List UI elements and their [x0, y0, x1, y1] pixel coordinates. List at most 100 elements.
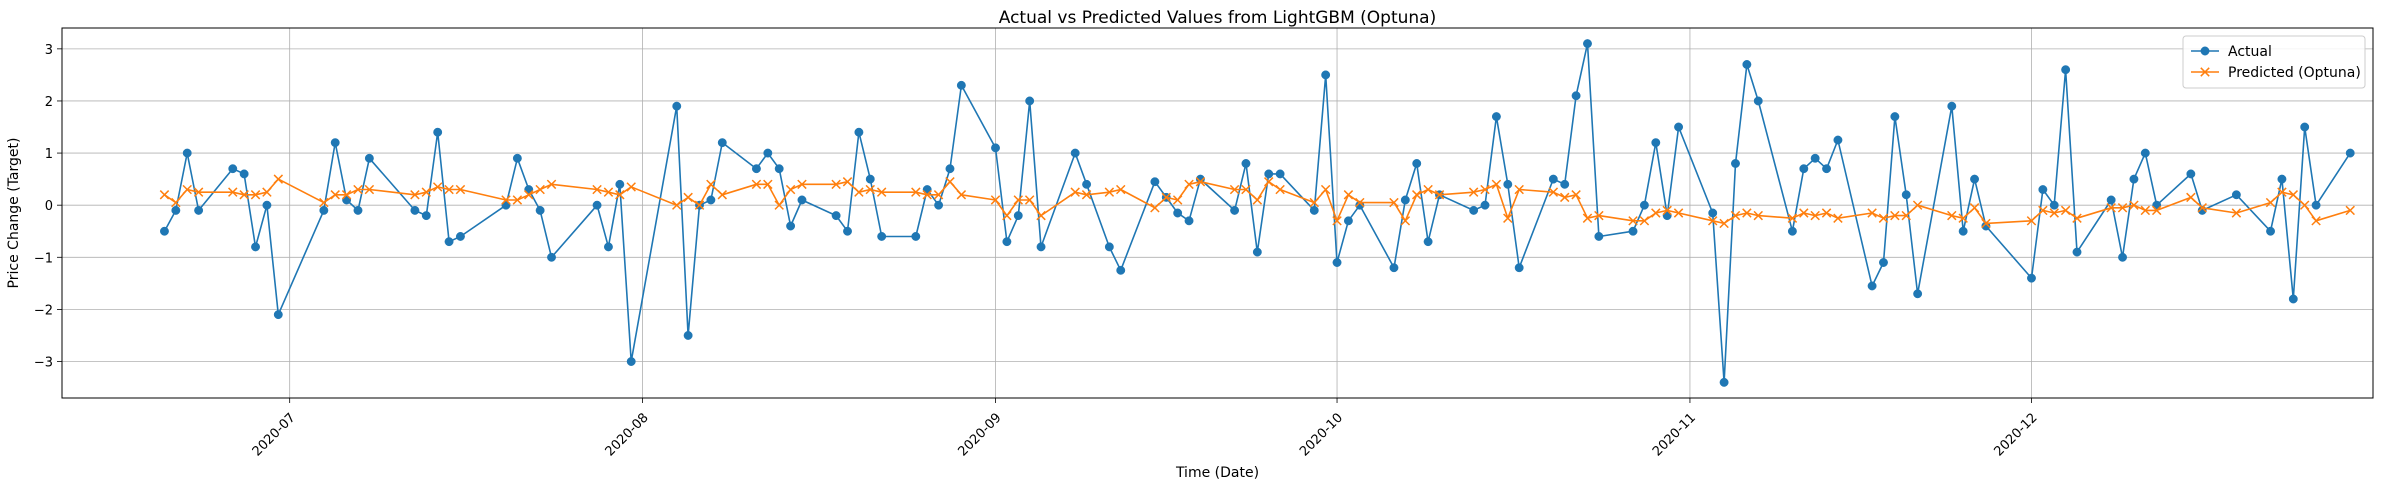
data-point — [786, 221, 796, 231]
data-point — [2026, 216, 2037, 226]
data-point — [1514, 184, 1524, 195]
data-point — [1503, 213, 1513, 223]
data-point — [159, 190, 170, 200]
data-point — [524, 190, 534, 200]
data-point — [1969, 203, 1980, 213]
data-point — [1491, 112, 1501, 122]
data-point — [1514, 263, 1524, 273]
data-point — [1719, 218, 1729, 229]
data-point — [262, 200, 272, 210]
data-point — [160, 226, 169, 236]
data-point — [694, 200, 705, 210]
data-point — [1707, 216, 1718, 226]
y-tick-label: 2 — [45, 95, 53, 110]
data-point — [956, 190, 967, 200]
x-axis-title: Time (Date) — [1175, 465, 1259, 481]
grid-lines — [62, 28, 2373, 398]
data-point — [2311, 216, 2321, 226]
data-point — [2118, 252, 2127, 262]
data-point — [2129, 174, 2139, 184]
data-point — [1480, 200, 1490, 210]
data-point — [1958, 213, 1968, 223]
data-point — [1434, 190, 1445, 200]
data-point — [2186, 192, 2196, 203]
data-point — [945, 177, 955, 187]
data-point — [922, 190, 932, 200]
data-point — [535, 205, 545, 215]
data-point — [2038, 185, 2048, 194]
series-line — [164, 178, 2351, 225]
data-point — [410, 190, 420, 200]
data-point — [1594, 210, 1604, 221]
data-point — [1161, 192, 1172, 203]
data-point — [2311, 200, 2321, 210]
data-point — [547, 252, 556, 262]
data-point — [1104, 187, 1115, 197]
data-point — [1115, 184, 1126, 195]
data-point — [2300, 122, 2310, 132]
legend-item: Predicted (Optuna) — [2191, 65, 2361, 81]
data-point — [2151, 205, 2162, 216]
data-point — [455, 232, 465, 241]
data-point — [1822, 164, 1832, 174]
data-point — [1810, 210, 1820, 221]
data-point — [1833, 135, 1843, 145]
data-point — [228, 187, 238, 197]
data-point — [1730, 210, 1741, 221]
data-point — [945, 164, 955, 174]
legend-box — [2182, 35, 2366, 89]
data-point — [2117, 203, 2128, 213]
data-point — [2049, 208, 2059, 218]
data-point — [592, 184, 602, 195]
data-point — [1320, 184, 1331, 195]
data-point — [1241, 159, 1251, 168]
data-point — [706, 195, 716, 205]
data-point — [330, 190, 340, 200]
data-point — [842, 177, 853, 187]
data-point — [1867, 281, 1877, 291]
data-point — [1025, 96, 1035, 106]
data-point — [1230, 205, 1240, 215]
data-point — [1639, 216, 1650, 226]
data-point — [250, 190, 261, 200]
data-point — [1321, 70, 1331, 80]
data-point — [239, 169, 249, 179]
data-point — [2345, 148, 2355, 158]
series-line — [163, 42, 2351, 384]
data-point — [421, 187, 432, 197]
data-point — [512, 153, 522, 163]
data-point — [1036, 242, 1046, 252]
data-point — [1400, 195, 1410, 205]
data-point — [683, 331, 693, 340]
data-point — [1799, 208, 1809, 218]
data-point — [1583, 39, 1592, 49]
data-point — [1082, 179, 1092, 189]
data-point — [1081, 190, 1092, 200]
data-point — [1913, 289, 1923, 299]
data-point — [1423, 184, 1433, 195]
data-point — [615, 179, 625, 189]
data-point — [2186, 169, 2196, 179]
data-point — [717, 138, 727, 148]
data-point — [1582, 213, 1593, 223]
legend-item: Actual — [2191, 44, 2272, 60]
data-point — [1708, 208, 1718, 218]
data-point — [2038, 205, 2048, 216]
data-point — [273, 310, 283, 320]
data-point — [1810, 153, 1820, 163]
data-point — [2266, 226, 2275, 236]
series-actual — [160, 39, 2355, 387]
data-point — [1400, 216, 1411, 226]
data-point — [2106, 203, 2116, 213]
data-point — [1195, 177, 1206, 187]
data-point — [1389, 197, 1399, 208]
data-point — [1173, 208, 1183, 218]
data-point — [934, 200, 944, 210]
data-point — [1560, 179, 1570, 189]
data-point — [1662, 205, 1672, 216]
y-tick-label: −1 — [34, 251, 53, 266]
data-point — [1423, 237, 1433, 247]
data-point — [1742, 60, 1752, 69]
data-point — [1890, 112, 1900, 122]
